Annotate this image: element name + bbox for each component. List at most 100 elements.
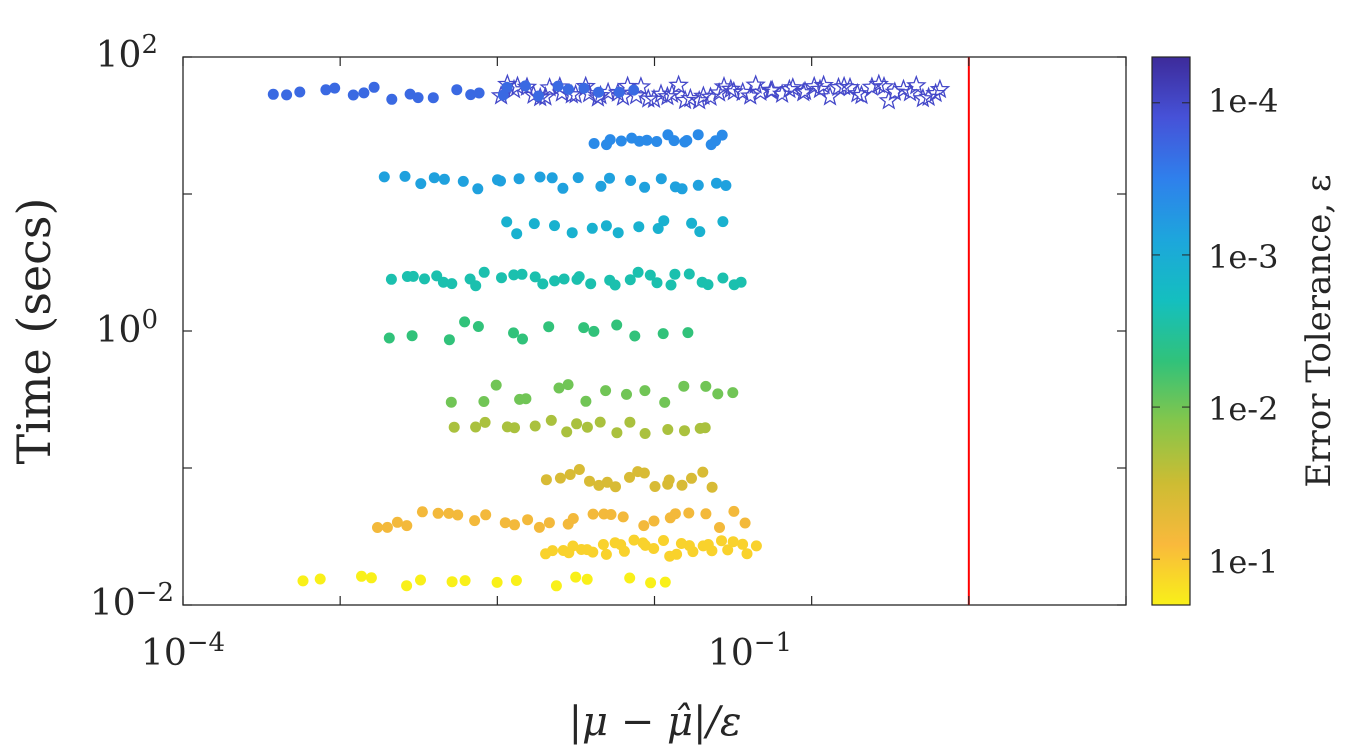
data-point — [358, 87, 370, 99]
data-point — [558, 273, 570, 285]
data-point — [692, 179, 704, 191]
data-point — [587, 508, 599, 520]
data-point — [639, 428, 651, 439]
data-point — [297, 575, 309, 587]
data-point — [659, 576, 671, 588]
data-point — [564, 469, 576, 480]
star-marker — [851, 84, 872, 105]
data-point — [657, 328, 669, 340]
data-point — [391, 516, 403, 528]
data-point — [511, 228, 523, 240]
star-marker — [929, 78, 951, 99]
data-point — [416, 506, 428, 518]
colorbar-tick-label-1e-3: 1e-3 — [1208, 238, 1278, 276]
data-point — [581, 573, 593, 585]
data-point — [570, 571, 582, 583]
data-point — [739, 517, 751, 529]
data-point — [553, 382, 565, 394]
data-point — [628, 84, 640, 96]
data-point — [686, 217, 698, 229]
data-point — [687, 546, 699, 558]
data-point — [399, 170, 411, 182]
data-point — [432, 507, 444, 519]
data-point — [533, 90, 544, 102]
data-point — [621, 388, 632, 400]
data-point — [624, 471, 635, 483]
data-point — [706, 545, 718, 557]
data-point — [563, 83, 574, 95]
data-point — [671, 548, 683, 560]
data-point — [573, 464, 585, 475]
data-point — [692, 129, 704, 141]
data-point — [712, 388, 724, 400]
data-point — [717, 216, 729, 228]
data-point — [716, 129, 728, 141]
data-point — [479, 416, 491, 428]
data-point — [470, 421, 482, 433]
data-point — [385, 273, 397, 285]
data-point — [368, 81, 380, 93]
star-marker — [630, 76, 652, 96]
data-point — [600, 385, 612, 397]
data-point — [372, 522, 383, 533]
x-axis-title: |μ − μ̂|/ε — [569, 699, 742, 745]
data-point — [679, 425, 690, 437]
data-point — [480, 509, 492, 521]
data-point — [473, 87, 485, 99]
data-point — [522, 514, 534, 526]
data-point — [465, 89, 477, 101]
data-point — [294, 86, 306, 98]
data-point — [584, 475, 595, 487]
data-point — [735, 276, 747, 288]
data-point — [624, 274, 636, 286]
data-point — [566, 227, 578, 239]
data-point — [445, 396, 457, 408]
data-point — [682, 327, 694, 339]
data-point — [320, 84, 332, 96]
data-point — [267, 88, 279, 100]
data-point — [610, 481, 621, 493]
data-point — [595, 180, 607, 192]
data-point — [472, 183, 484, 195]
y-tick-label-1: 100 — [96, 305, 158, 351]
data-point — [406, 330, 418, 342]
data-point — [586, 222, 598, 234]
star-marker — [713, 75, 735, 96]
colorbar-tick-label-1e-4: 1e-4 — [1208, 82, 1278, 120]
data-point — [510, 575, 522, 586]
data-point — [697, 466, 709, 478]
data-point — [676, 183, 688, 195]
data-point — [457, 175, 469, 187]
data-point — [722, 544, 734, 556]
data-point — [651, 136, 663, 147]
data-point — [669, 508, 681, 520]
data-point — [659, 396, 671, 408]
data-point — [401, 580, 413, 592]
data-point — [639, 181, 651, 193]
star-marker — [925, 82, 946, 103]
data-point — [547, 545, 558, 557]
data-point — [686, 472, 697, 484]
data-point — [658, 535, 669, 546]
colorbar — [1151, 56, 1191, 606]
data-point — [652, 223, 664, 234]
data-point — [529, 420, 541, 432]
data-point — [567, 513, 579, 524]
data-point — [593, 479, 605, 491]
data-point — [415, 178, 427, 190]
colorbar-title: Error Tolerance, ε — [1299, 174, 1339, 487]
data-point — [588, 325, 600, 337]
data-point — [727, 387, 739, 399]
star-marker — [668, 74, 689, 95]
star-marker — [833, 75, 855, 96]
data-point — [678, 380, 690, 392]
data-point — [578, 82, 590, 94]
data-point — [499, 517, 511, 529]
data-point — [478, 396, 490, 407]
data-point — [516, 268, 528, 280]
data-point — [573, 271, 585, 283]
data-point — [495, 175, 506, 187]
star-marker — [693, 85, 714, 105]
data-point — [683, 507, 695, 519]
data-point — [651, 277, 663, 289]
